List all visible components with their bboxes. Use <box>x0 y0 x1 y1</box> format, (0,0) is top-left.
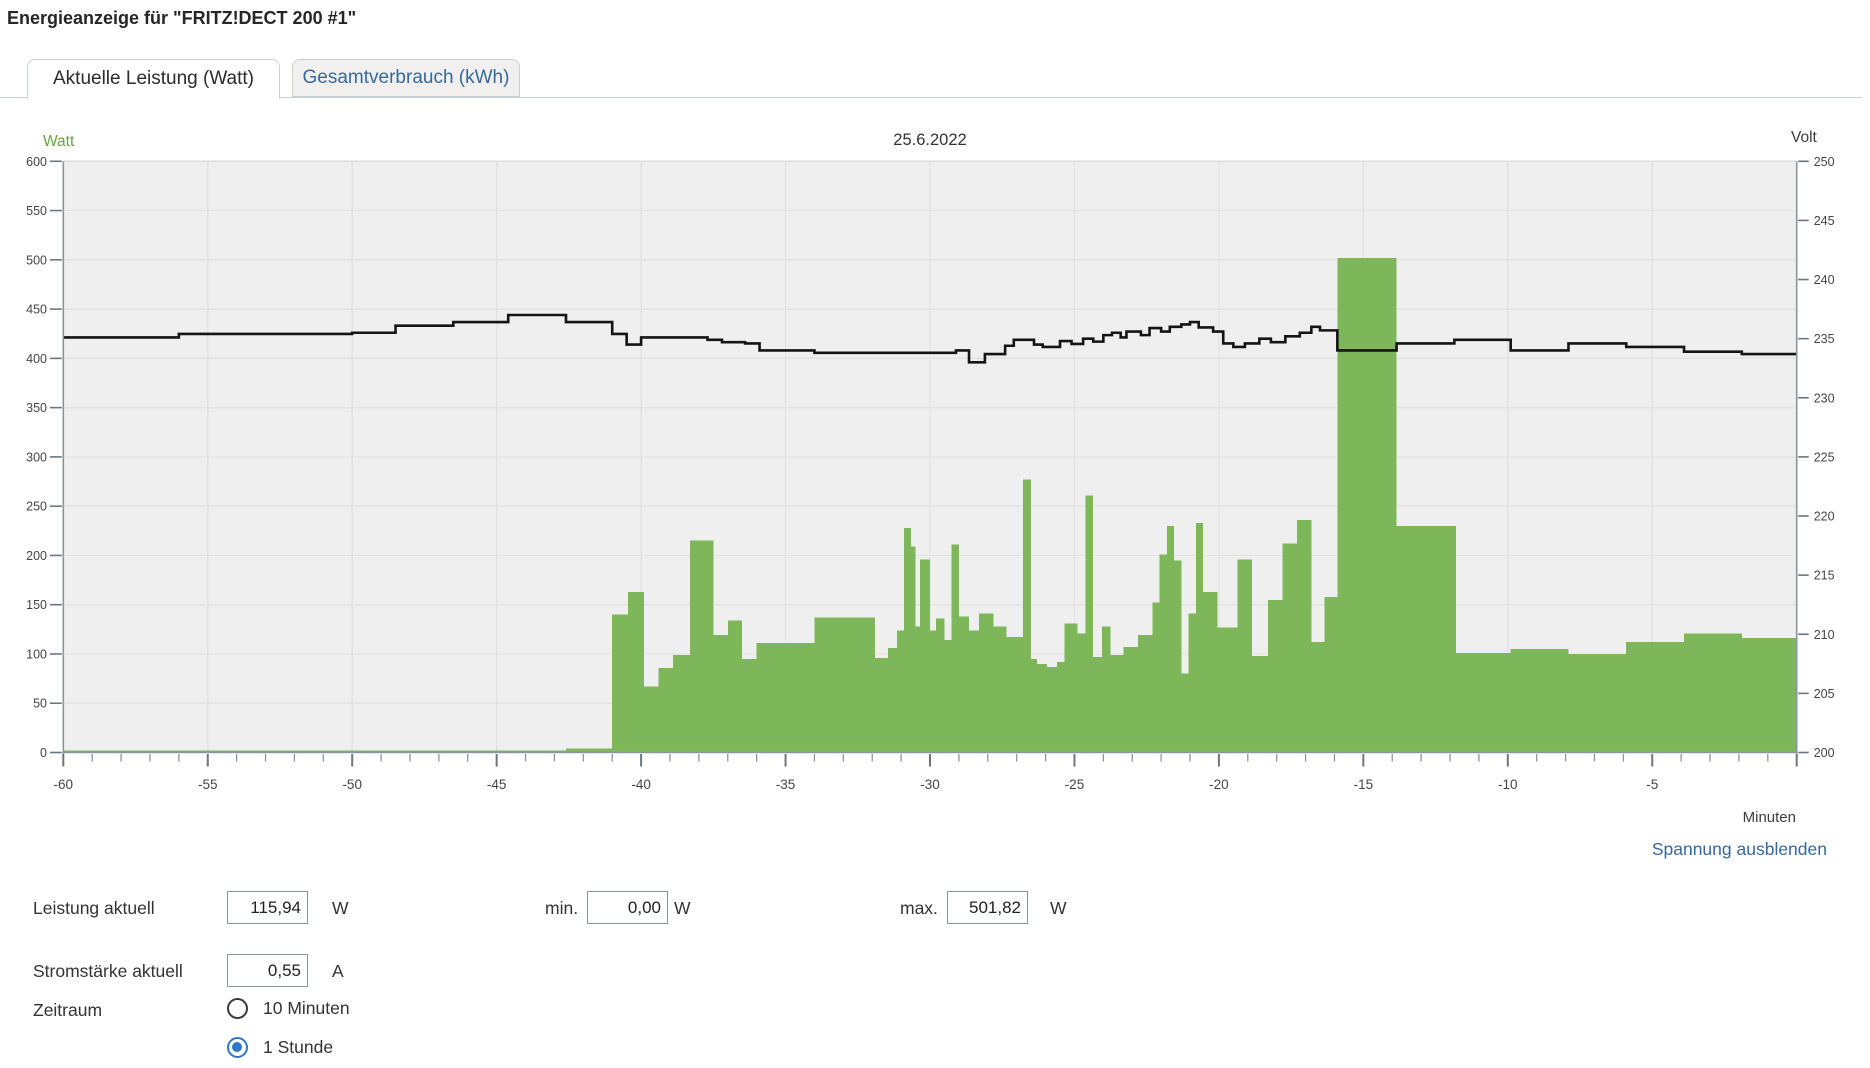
max-input[interactable] <box>947 891 1028 924</box>
svg-text:300: 300 <box>26 450 47 464</box>
tab-aktuelle-leistung[interactable]: Aktuelle Leistung (Watt) <box>27 59 280 99</box>
x-axis-title: Minuten <box>1742 809 1796 826</box>
svg-text:230: 230 <box>1814 391 1835 405</box>
left-axis-title: Watt <box>43 133 75 150</box>
svg-text:-60: -60 <box>54 777 74 792</box>
svg-text:-30: -30 <box>920 777 940 792</box>
radio-1-stunde-label: 1 Stunde <box>263 1037 334 1057</box>
radio-1-stunde[interactable]: 1 Stunde <box>227 1037 333 1058</box>
min-unit: W <box>674 898 691 918</box>
max-label: max. <box>900 898 938 918</box>
svg-text:150: 150 <box>26 598 47 612</box>
svg-text:-5: -5 <box>1646 777 1658 792</box>
radio-10-minuten-label: 10 Minuten <box>263 998 350 1018</box>
svg-text:240: 240 <box>1814 273 1835 287</box>
hide-voltage-link[interactable]: Spannung ausblenden <box>1651 839 1827 859</box>
power-current-input[interactable] <box>227 891 308 924</box>
svg-text:235: 235 <box>1814 332 1835 346</box>
svg-text:350: 350 <box>26 401 47 415</box>
svg-text:210: 210 <box>1814 628 1835 642</box>
svg-text:-40: -40 <box>631 777 651 792</box>
svg-text:200: 200 <box>26 549 47 563</box>
svg-text:400: 400 <box>26 352 47 366</box>
svg-text:250: 250 <box>26 500 47 514</box>
power-unit: W <box>332 898 349 918</box>
tab-gesamtverbrauch[interactable]: Gesamtverbrauch (kWh) <box>292 59 520 97</box>
svg-text:215: 215 <box>1814 569 1835 583</box>
svg-text:450: 450 <box>26 303 47 317</box>
radio-circle-icon <box>227 1037 248 1058</box>
svg-text:225: 225 <box>1814 450 1835 464</box>
svg-text:200: 200 <box>1814 746 1835 760</box>
svg-text:0: 0 <box>40 746 47 760</box>
svg-text:50: 50 <box>33 697 47 711</box>
svg-text:220: 220 <box>1814 510 1835 524</box>
svg-text:-35: -35 <box>776 777 796 792</box>
tabs-underline <box>0 97 1862 98</box>
power-current-label: Leistung aktuell <box>33 898 155 918</box>
min-input[interactable] <box>587 891 668 924</box>
period-label: Zeitraum <box>33 1000 103 1020</box>
svg-text:550: 550 <box>26 204 47 218</box>
svg-text:205: 205 <box>1814 687 1835 701</box>
svg-text:-20: -20 <box>1209 777 1229 792</box>
chart-date-label: 25.6.2022 <box>893 131 967 149</box>
page-title: Energieanzeige für "FRITZ!DECT 200 #1" <box>7 8 357 28</box>
svg-text:500: 500 <box>26 253 47 267</box>
svg-text:600: 600 <box>26 155 47 169</box>
svg-text:-45: -45 <box>487 777 507 792</box>
right-axis-title: Volt <box>1791 129 1817 146</box>
svg-text:-55: -55 <box>198 777 218 792</box>
svg-text:-25: -25 <box>1065 777 1085 792</box>
svg-text:250: 250 <box>1814 155 1835 169</box>
radio-circle-icon <box>227 998 248 1019</box>
power-voltage-chart: 0 50 100 150 200 250 300 350 400 450 500 550 600 200 2… <box>26 155 1835 792</box>
svg-text:-10: -10 <box>1498 777 1518 792</box>
min-label: min. <box>545 898 579 918</box>
svg-text:245: 245 <box>1814 214 1835 228</box>
max-unit: W <box>1050 898 1067 918</box>
current-ampere-label: Stromstärke aktuell <box>33 961 183 981</box>
radio-10-minuten[interactable]: 10 Minuten <box>227 998 350 1019</box>
svg-text:-50: -50 <box>342 777 362 792</box>
svg-text:-15: -15 <box>1354 777 1374 792</box>
svg-text:100: 100 <box>26 647 47 661</box>
current-ampere-input[interactable] <box>227 954 308 987</box>
ampere-unit: A <box>332 961 344 981</box>
